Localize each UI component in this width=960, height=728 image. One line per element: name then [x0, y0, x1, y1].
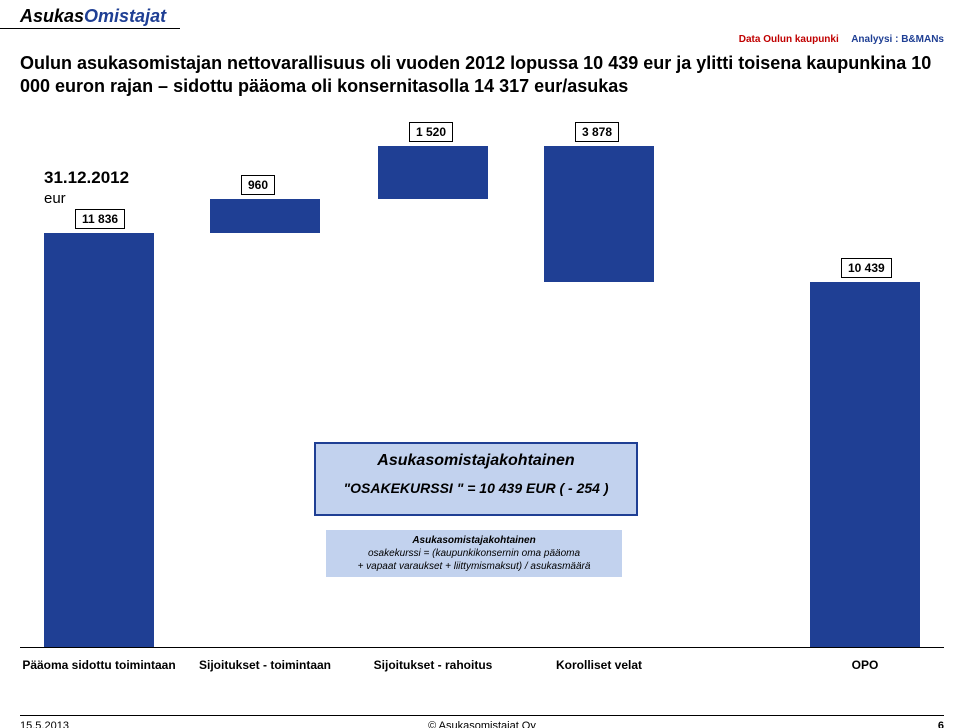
brand-part2: Omistajat [84, 6, 166, 26]
chart-baseline [20, 647, 944, 648]
analysis-credit: Analyysi : B&MANs [851, 34, 944, 45]
footer: 15.5.2013 © Asukasomistajat Oy 6 [20, 715, 944, 720]
page: AsukasOmistajat Data Oulun kaupunki Anal… [0, 0, 960, 728]
axis-label-opo: OPO [780, 658, 950, 672]
formula-line2: + vapaat varaukset + liittymismaksut) / … [326, 560, 622, 573]
bar-label-sij_toim: 960 [241, 175, 275, 195]
footer-copyright: © Asukasomistajat Oy [20, 720, 944, 728]
brand-part1: Asukas [20, 6, 84, 26]
brand-underline [0, 28, 180, 29]
formula-box: Asukasomistajakohtainen osakekurssi = (k… [326, 530, 622, 577]
axis-label-sij_toim: Sijoitukset - toimintaan [180, 658, 350, 672]
axis-label-kor_velat: Korolliset velat [514, 658, 684, 672]
bar-paaoma [44, 233, 154, 647]
waterfall-chart: Asukasomistajakohtainen "OSAKEKURSSI " =… [20, 162, 944, 672]
data-source: Data Oulun kaupunki [739, 34, 839, 45]
formula-line1: osakekurssi = (kaupunkikonsernin oma pää… [326, 547, 622, 560]
osakekurssi-box: Asukasomistajakohtainen "OSAKEKURSSI " =… [314, 442, 638, 516]
bar-label-kor_velat: 3 878 [575, 122, 619, 142]
osakekurssi-title: Asukasomistajakohtainen [316, 452, 636, 470]
bar-sij_rah [378, 146, 488, 199]
bar-kor_velat [544, 146, 654, 282]
brand-logo: AsukasOmistajat [20, 6, 166, 27]
top-right-meta: Data Oulun kaupunki Analyysi : B&MANs [739, 34, 944, 45]
axis-label-paaoma: Pääoma sidottu toimintaan [14, 658, 184, 672]
bar-label-paaoma: 11 836 [75, 209, 125, 229]
formula-title: Asukasomistajakohtainen [326, 534, 622, 547]
axis-label-sij_rah: Sijoitukset - rahoitus [348, 658, 518, 672]
page-title: Oulun asukasomistajan nettovarallisuus o… [20, 52, 944, 97]
osakekurssi-value: "OSAKEKURSSI " = 10 439 EUR ( - 254 ) [316, 480, 636, 496]
bar-label-opo: 10 439 [841, 258, 892, 278]
bar-label-sij_rah: 1 520 [409, 122, 453, 142]
bar-sij_toim [210, 199, 320, 233]
footer-page-number: 6 [938, 720, 944, 728]
bar-opo [810, 282, 920, 647]
